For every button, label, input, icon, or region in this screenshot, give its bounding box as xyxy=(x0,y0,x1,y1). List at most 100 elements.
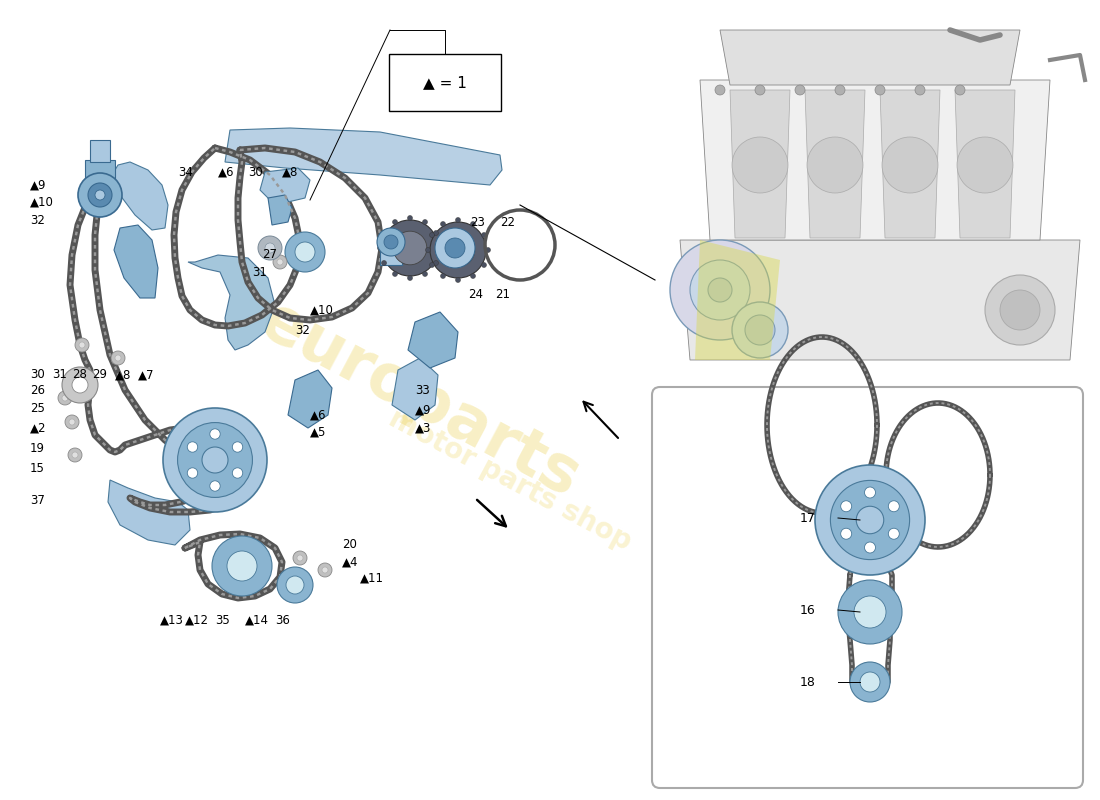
Text: ▲ = 1: ▲ = 1 xyxy=(424,75,466,90)
Text: 30: 30 xyxy=(30,369,45,382)
Circle shape xyxy=(232,468,243,478)
Circle shape xyxy=(446,238,465,258)
Polygon shape xyxy=(700,80,1050,240)
Polygon shape xyxy=(112,162,168,230)
Circle shape xyxy=(202,447,228,473)
Circle shape xyxy=(455,218,461,222)
Circle shape xyxy=(856,506,883,534)
Circle shape xyxy=(745,315,776,345)
Text: motor parts shop: motor parts shop xyxy=(384,404,636,556)
Circle shape xyxy=(72,377,88,393)
Polygon shape xyxy=(730,90,790,238)
Circle shape xyxy=(482,262,486,267)
Text: 23: 23 xyxy=(470,215,485,229)
Polygon shape xyxy=(392,358,438,420)
Circle shape xyxy=(407,215,412,221)
Circle shape xyxy=(840,501,851,512)
Circle shape xyxy=(295,242,315,262)
Text: 28: 28 xyxy=(72,369,87,382)
Text: ▲9: ▲9 xyxy=(30,178,46,191)
Text: 17: 17 xyxy=(800,511,816,525)
Circle shape xyxy=(755,85,764,95)
Circle shape xyxy=(265,243,275,253)
Text: 32: 32 xyxy=(30,214,45,226)
Circle shape xyxy=(78,173,122,217)
Text: 15: 15 xyxy=(30,462,45,474)
Polygon shape xyxy=(260,168,310,205)
Circle shape xyxy=(293,551,307,565)
Circle shape xyxy=(258,236,282,260)
Circle shape xyxy=(865,542,876,553)
Text: ▲6: ▲6 xyxy=(218,166,234,178)
Polygon shape xyxy=(268,195,292,225)
Text: ▲4: ▲4 xyxy=(342,555,359,569)
Circle shape xyxy=(277,259,283,265)
Circle shape xyxy=(273,255,287,269)
Circle shape xyxy=(874,85,886,95)
Circle shape xyxy=(889,528,900,539)
Circle shape xyxy=(384,235,398,249)
Circle shape xyxy=(75,338,89,352)
Circle shape xyxy=(807,137,864,193)
Circle shape xyxy=(227,551,257,581)
Text: ▲12: ▲12 xyxy=(185,614,209,626)
Circle shape xyxy=(915,85,925,95)
Circle shape xyxy=(1000,290,1040,330)
Circle shape xyxy=(277,567,313,603)
Polygon shape xyxy=(226,128,502,185)
Circle shape xyxy=(68,448,82,462)
Text: ▲13: ▲13 xyxy=(160,614,184,626)
Text: 25: 25 xyxy=(30,402,45,414)
Polygon shape xyxy=(720,30,1020,85)
Circle shape xyxy=(434,228,475,268)
Text: 24: 24 xyxy=(468,289,483,302)
Text: 21: 21 xyxy=(495,289,510,302)
Circle shape xyxy=(422,271,428,277)
FancyBboxPatch shape xyxy=(652,387,1084,788)
Circle shape xyxy=(840,528,851,539)
Polygon shape xyxy=(85,160,116,210)
Circle shape xyxy=(393,219,397,225)
Circle shape xyxy=(79,342,85,348)
Polygon shape xyxy=(955,90,1015,238)
Text: 18: 18 xyxy=(800,675,816,689)
Polygon shape xyxy=(90,140,110,162)
Circle shape xyxy=(297,555,302,561)
FancyBboxPatch shape xyxy=(389,54,500,111)
Circle shape xyxy=(95,190,104,200)
Text: ▲7: ▲7 xyxy=(138,369,154,382)
Polygon shape xyxy=(188,255,275,350)
Text: 20: 20 xyxy=(342,538,356,551)
Polygon shape xyxy=(680,240,1080,360)
Text: ▲8: ▲8 xyxy=(282,166,298,178)
Text: europarts: europarts xyxy=(250,290,591,510)
Text: 32: 32 xyxy=(295,323,310,337)
Circle shape xyxy=(708,278,732,302)
Text: 29: 29 xyxy=(92,369,107,382)
Circle shape xyxy=(433,230,439,235)
Circle shape xyxy=(88,183,112,207)
Text: 36: 36 xyxy=(275,614,290,626)
Circle shape xyxy=(471,274,475,278)
Circle shape xyxy=(382,220,438,276)
Circle shape xyxy=(438,246,442,250)
Text: 19: 19 xyxy=(30,442,45,454)
Circle shape xyxy=(835,85,845,95)
Circle shape xyxy=(830,480,910,560)
Text: 33: 33 xyxy=(415,383,430,397)
Circle shape xyxy=(318,563,332,577)
Circle shape xyxy=(265,245,271,251)
Text: 37: 37 xyxy=(30,494,45,506)
Circle shape xyxy=(882,137,938,193)
Circle shape xyxy=(111,351,125,365)
Text: 35: 35 xyxy=(214,614,230,626)
Text: ▲14: ▲14 xyxy=(245,614,270,626)
Circle shape xyxy=(955,85,965,95)
Circle shape xyxy=(187,442,198,452)
Circle shape xyxy=(210,481,220,491)
Circle shape xyxy=(65,415,79,429)
Circle shape xyxy=(433,261,439,266)
Circle shape xyxy=(72,452,78,458)
Circle shape xyxy=(212,536,272,596)
Circle shape xyxy=(485,247,491,253)
